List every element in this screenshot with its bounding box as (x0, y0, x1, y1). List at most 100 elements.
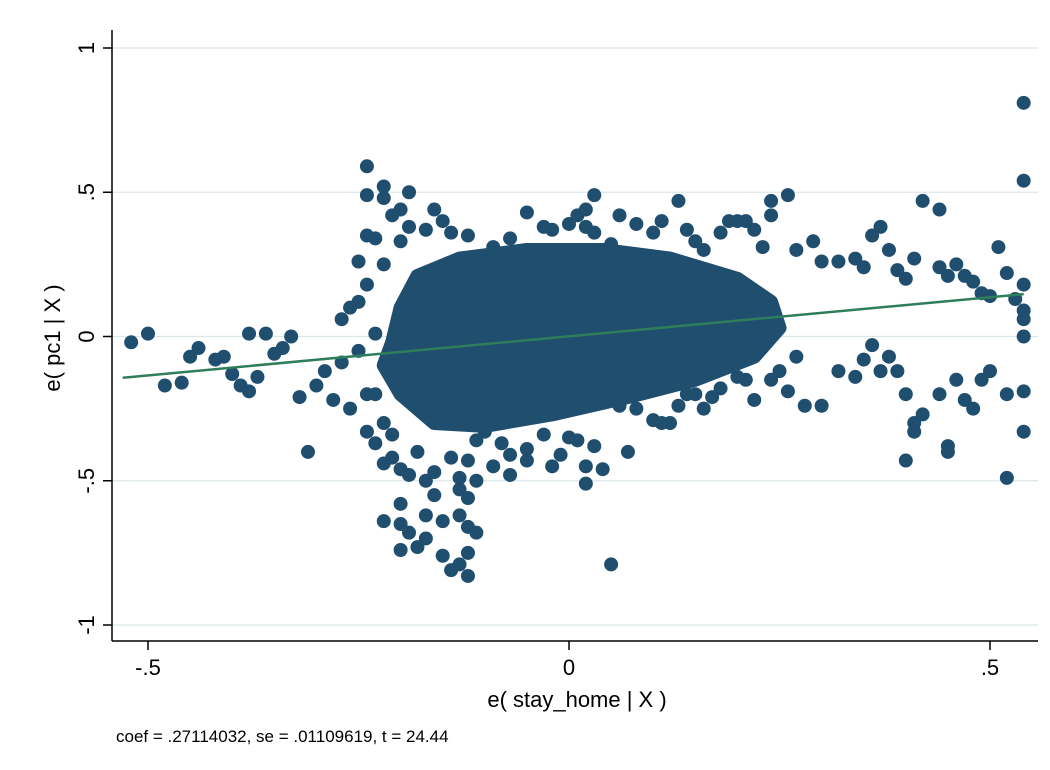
data-point (738, 214, 753, 229)
data-point (604, 557, 619, 572)
data-point (503, 231, 518, 246)
data-point (452, 508, 467, 523)
data-point (359, 188, 374, 203)
data-point (519, 205, 534, 220)
data-point (444, 563, 459, 578)
data-point (469, 433, 484, 448)
data-point (654, 214, 669, 229)
y-axis-label: e( pc1 | X ) (40, 284, 65, 391)
data-point (949, 372, 964, 387)
data-point (174, 375, 189, 390)
scatter-points (124, 95, 1031, 583)
data-point (460, 545, 475, 560)
data-point (932, 202, 947, 217)
data-point (494, 436, 509, 451)
data-point (764, 372, 779, 387)
data-point (999, 387, 1014, 402)
data-point (385, 427, 400, 442)
data-point (940, 268, 955, 283)
data-point (654, 416, 669, 431)
data-point (848, 251, 863, 266)
x-axis-label: e( stay_home | X ) (487, 687, 666, 712)
data-point (881, 349, 896, 364)
data-point (1016, 312, 1031, 327)
data-point (460, 453, 475, 468)
data-point (629, 401, 644, 416)
data-point (503, 447, 518, 462)
data-point (368, 387, 383, 402)
data-point (435, 548, 450, 563)
data-point (326, 392, 341, 407)
data-point (915, 407, 930, 422)
data-point (856, 260, 871, 275)
data-point (242, 384, 257, 399)
data-point (376, 416, 391, 431)
data-point (898, 387, 913, 402)
data-point (183, 349, 198, 364)
data-point (856, 352, 871, 367)
data-point (225, 367, 240, 382)
x-tick-label: 0 (563, 655, 575, 680)
data-point (780, 384, 795, 399)
data-point (292, 390, 307, 405)
data-point (629, 216, 644, 231)
data-point (578, 202, 593, 217)
data-point (519, 453, 534, 468)
data-point (578, 459, 593, 474)
y-tick-label: 0 (74, 330, 99, 342)
data-point (747, 392, 762, 407)
data-point (730, 369, 745, 384)
data-point (402, 525, 417, 540)
data-point (587, 225, 602, 240)
data-point (966, 401, 981, 416)
data-point (865, 338, 880, 353)
data-point (881, 242, 896, 257)
data-point (789, 242, 804, 257)
data-point (999, 470, 1014, 485)
data-point (831, 364, 846, 379)
data-point (427, 465, 442, 480)
data-point (393, 496, 408, 511)
data-point (242, 326, 257, 341)
data-point (806, 234, 821, 249)
data-point (519, 442, 534, 457)
data-point (612, 398, 627, 413)
tick-labels: -1 -.5 0 .5 1 -.5 0 .5 (74, 42, 999, 680)
data-point (216, 349, 231, 364)
y-tick-label: -1 (74, 615, 99, 635)
data-point (258, 326, 273, 341)
data-point (351, 254, 366, 269)
data-point (435, 214, 450, 229)
data-point (612, 208, 627, 223)
data-point (359, 277, 374, 292)
data-point (1016, 329, 1031, 344)
data-point (890, 263, 905, 278)
data-point (865, 228, 880, 243)
data-point (368, 326, 383, 341)
data-point (402, 185, 417, 200)
data-point (604, 237, 619, 252)
data-point (595, 462, 610, 477)
data-point (460, 491, 475, 506)
data-point (679, 222, 694, 237)
data-point (427, 488, 442, 503)
data-point (578, 476, 593, 491)
data-point (713, 381, 728, 396)
data-point (284, 329, 299, 344)
point-cloud-core (376, 242, 787, 433)
data-point (393, 202, 408, 217)
data-point (376, 514, 391, 529)
data-point (477, 424, 492, 439)
y-tick-label: -.5 (74, 468, 99, 494)
data-point (452, 482, 467, 497)
data-point (376, 191, 391, 206)
data-point (1016, 277, 1031, 292)
data-point (545, 459, 560, 474)
data-point (983, 364, 997, 379)
data-point (444, 450, 459, 465)
data-point (747, 222, 762, 237)
data-point (932, 260, 947, 275)
data-point (368, 436, 383, 451)
data-point (764, 208, 779, 223)
